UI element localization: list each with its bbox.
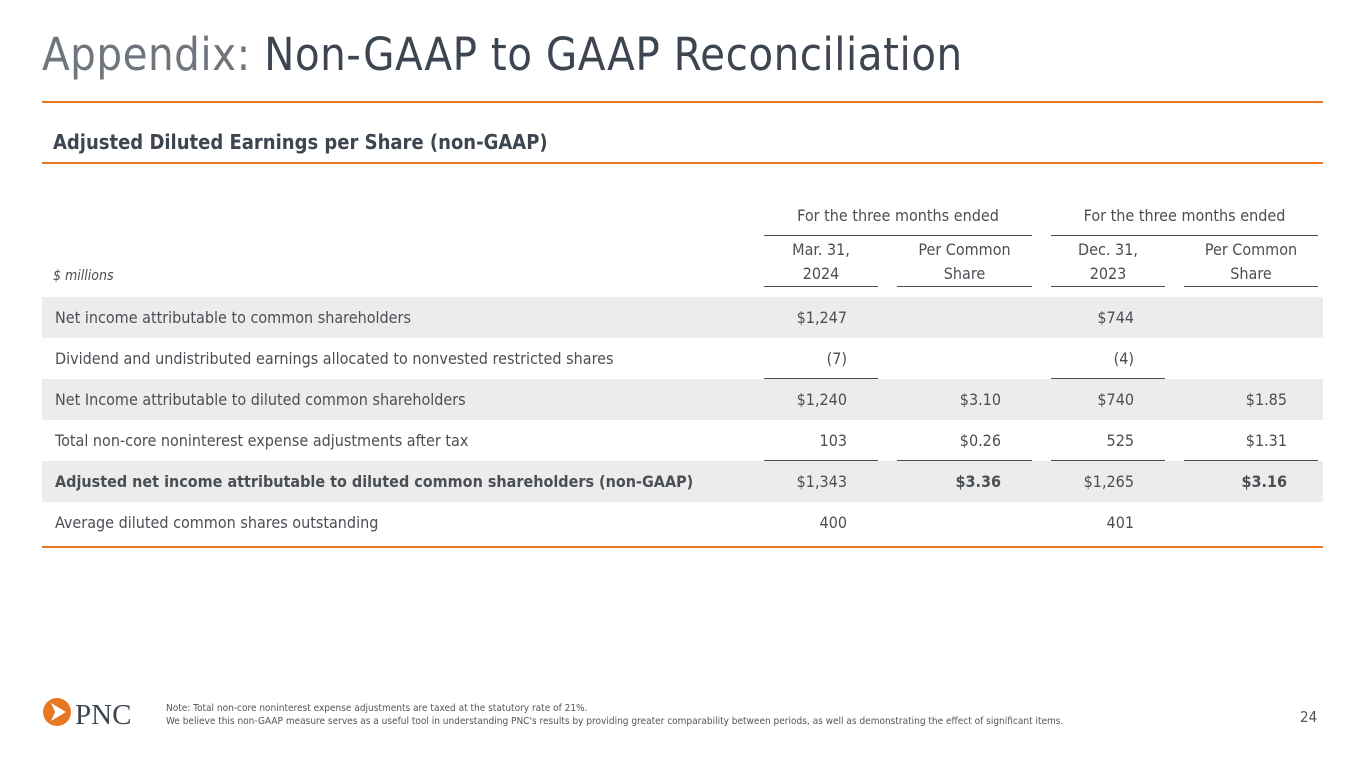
divider: [1051, 286, 1165, 287]
cell-value: 525: [1106, 431, 1134, 450]
pnc-logo: PNC: [42, 696, 147, 734]
units-label: $ millions: [53, 268, 114, 284]
cell-value: $3.36: [955, 472, 1001, 491]
cell-value: $1,343: [796, 472, 847, 491]
column-header: Mar. 31, 2024: [792, 240, 850, 283]
divider: [1184, 460, 1318, 461]
cell-value: $0.26: [959, 431, 1001, 450]
divider: [764, 378, 878, 379]
section-subtitle: Adjusted Diluted Earnings per Share (non…: [53, 130, 548, 154]
column-header: Dec. 31, 2023: [1078, 240, 1138, 283]
subtitle-divider: [42, 162, 1323, 164]
divider: [764, 460, 878, 461]
table-row: Adjusted net income attributable to dilu…: [42, 461, 1323, 502]
page-number: 24: [1300, 708, 1318, 726]
page-title: Appendix: Non-GAAP to GAAP Reconciliatio…: [42, 28, 963, 81]
cell-value: $1.85: [1245, 390, 1287, 409]
cell-value: $740: [1097, 390, 1134, 409]
column-header: Per Common Share: [1204, 240, 1298, 283]
title-divider: [42, 101, 1323, 103]
row-label: Dividend and undistributed earnings allo…: [55, 349, 614, 368]
title-main: Non-GAAP to GAAP Reconciliation: [250, 28, 963, 81]
cell-value: 400: [819, 513, 847, 532]
divider: [764, 286, 878, 287]
row-label: Average diluted common shares outstandin…: [55, 513, 379, 532]
table-bottom-divider: [42, 546, 1323, 548]
table-row: Net income attributable to common shareh…: [42, 297, 1323, 338]
cell-value: (4): [1113, 349, 1134, 368]
group-header: For the three months ended: [797, 206, 999, 225]
cell-value: $1,240: [796, 390, 847, 409]
cell-value: 103: [819, 431, 847, 450]
footnote: Note: Total non-core noninterest expense…: [166, 703, 1064, 727]
cell-value: $1,265: [1083, 472, 1134, 491]
divider: [764, 235, 1032, 236]
row-label: Net income attributable to common shareh…: [55, 308, 411, 327]
table-row: Dividend and undistributed earnings allo…: [42, 338, 1323, 379]
divider: [897, 460, 1032, 461]
table-row: Total non-core noninterest expense adjus…: [42, 420, 1323, 461]
divider: [1051, 460, 1165, 461]
group-header: For the three months ended: [1083, 206, 1286, 225]
cell-value: $3.10: [959, 390, 1001, 409]
cell-value: $1.31: [1245, 431, 1287, 450]
cell-value: $744: [1097, 308, 1134, 327]
column-header: Per Common Share: [918, 240, 1011, 283]
table-row: Net Income attributable to diluted commo…: [42, 379, 1323, 420]
svg-text:PNC: PNC: [75, 699, 131, 730]
row-label: Net Income attributable to diluted commo…: [55, 390, 466, 409]
divider: [897, 286, 1032, 287]
title-prefix: Appendix:: [42, 28, 251, 81]
row-label: Adjusted net income attributable to dilu…: [55, 472, 694, 491]
row-label: Total non-core noninterest expense adjus…: [55, 431, 469, 450]
cell-value: 401: [1106, 513, 1134, 532]
divider: [1051, 378, 1165, 379]
table-row: Average diluted common shares outstandin…: [42, 502, 1323, 543]
cell-value: (7): [826, 349, 847, 368]
divider: [1051, 235, 1318, 236]
pnc-logo-icon: PNC: [43, 698, 131, 731]
divider: [1184, 286, 1318, 287]
cell-value: $3.16: [1241, 472, 1287, 491]
cell-value: $1,247: [796, 308, 847, 327]
